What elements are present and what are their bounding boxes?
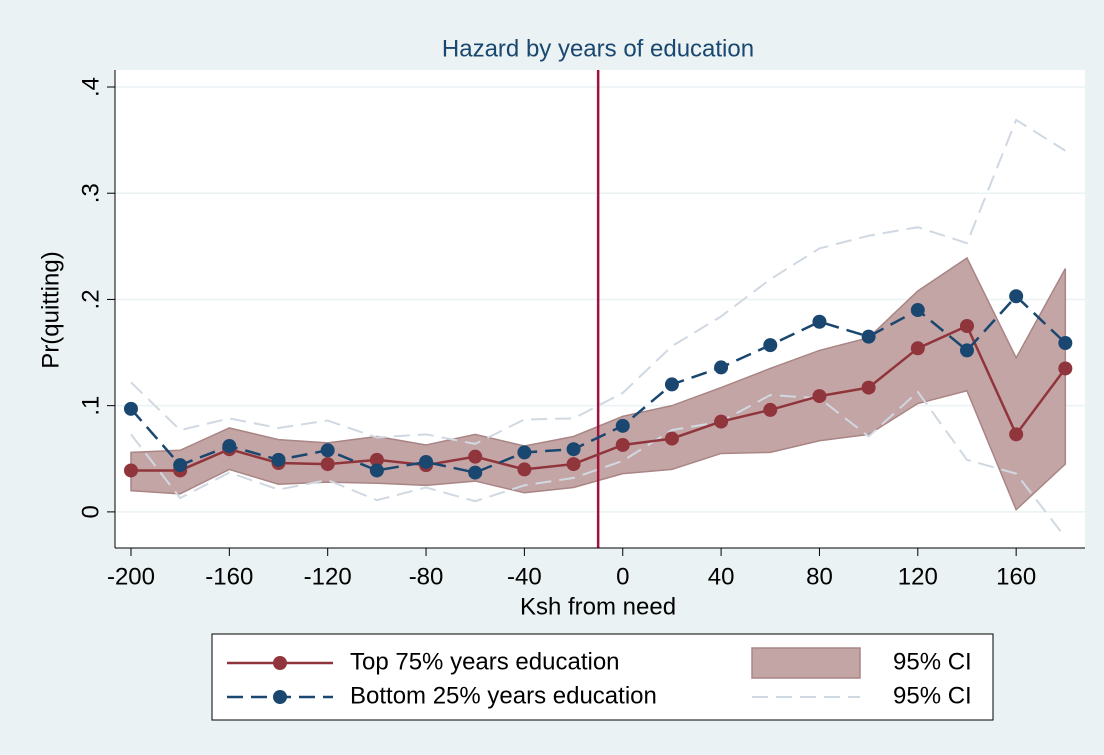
data-point [468, 449, 483, 464]
data-point [369, 452, 384, 467]
x-tick-label: -80 [409, 563, 444, 590]
legend-label: 95% CI [893, 648, 972, 675]
y-tick-label: .3 [77, 183, 104, 203]
ci-band [130, 256, 1067, 512]
series-line [130, 294, 1067, 474]
legend-box [211, 633, 994, 721]
x-axis-label: Ksh from need [520, 593, 676, 620]
data-point [517, 445, 532, 460]
y-tick-label: .2 [77, 289, 104, 309]
data-point [861, 329, 876, 344]
x-tick-label: -200 [107, 563, 155, 590]
data-point [664, 431, 679, 446]
data-point [222, 439, 237, 454]
data-point [861, 380, 876, 395]
data-point [812, 314, 827, 329]
data-point [714, 414, 729, 429]
data-point [959, 318, 974, 333]
x-tick-label: 120 [898, 563, 938, 590]
data-point [271, 452, 286, 467]
data-point [566, 442, 581, 457]
x-tick-label: 160 [996, 563, 1036, 590]
x-tick-label: -160 [205, 563, 253, 590]
x-tick-label: 80 [806, 563, 833, 590]
data-point [369, 463, 384, 478]
data-point [714, 360, 729, 375]
legend-marker [273, 690, 287, 704]
legend-label: 95% CI [893, 682, 972, 709]
data-point [1009, 427, 1024, 442]
data-point [910, 341, 925, 356]
ci-line [130, 118, 1066, 445]
data-point [320, 457, 335, 472]
data-point [1058, 361, 1073, 376]
data-point [566, 457, 581, 472]
data-point [320, 443, 335, 458]
chart-title: Hazard by years of education [442, 35, 754, 62]
data-point [664, 377, 679, 392]
x-tick-label: -40 [507, 563, 542, 590]
series-line [130, 324, 1067, 472]
data-point [419, 454, 434, 469]
data-point [615, 418, 630, 433]
data-point [123, 463, 138, 478]
y-tick-label: 0 [77, 505, 104, 518]
legend-swatch [751, 647, 861, 679]
data-point [1009, 289, 1024, 304]
data-point [959, 343, 974, 358]
data-point [812, 389, 827, 404]
data-point [763, 338, 778, 353]
data-point [123, 401, 138, 416]
data-point [173, 458, 188, 473]
data-point [910, 303, 925, 318]
x-tick-label: 40 [708, 563, 735, 590]
data-point [468, 465, 483, 480]
legend-label: Top 75% years education [350, 648, 620, 675]
legend-label: Bottom 25% years education [350, 682, 657, 709]
ci-line [130, 390, 1067, 538]
data-point [615, 437, 630, 452]
x-tick-label: -120 [304, 563, 352, 590]
y-tick-label: .4 [77, 77, 104, 97]
data-point [1058, 335, 1073, 350]
data-point [763, 402, 778, 417]
y-axis-label: Pr(quitting) [37, 251, 64, 368]
data-point [517, 462, 532, 477]
legend-marker [273, 656, 287, 670]
x-tick-label: 0 [616, 563, 629, 590]
y-tick-label: .1 [77, 396, 104, 416]
